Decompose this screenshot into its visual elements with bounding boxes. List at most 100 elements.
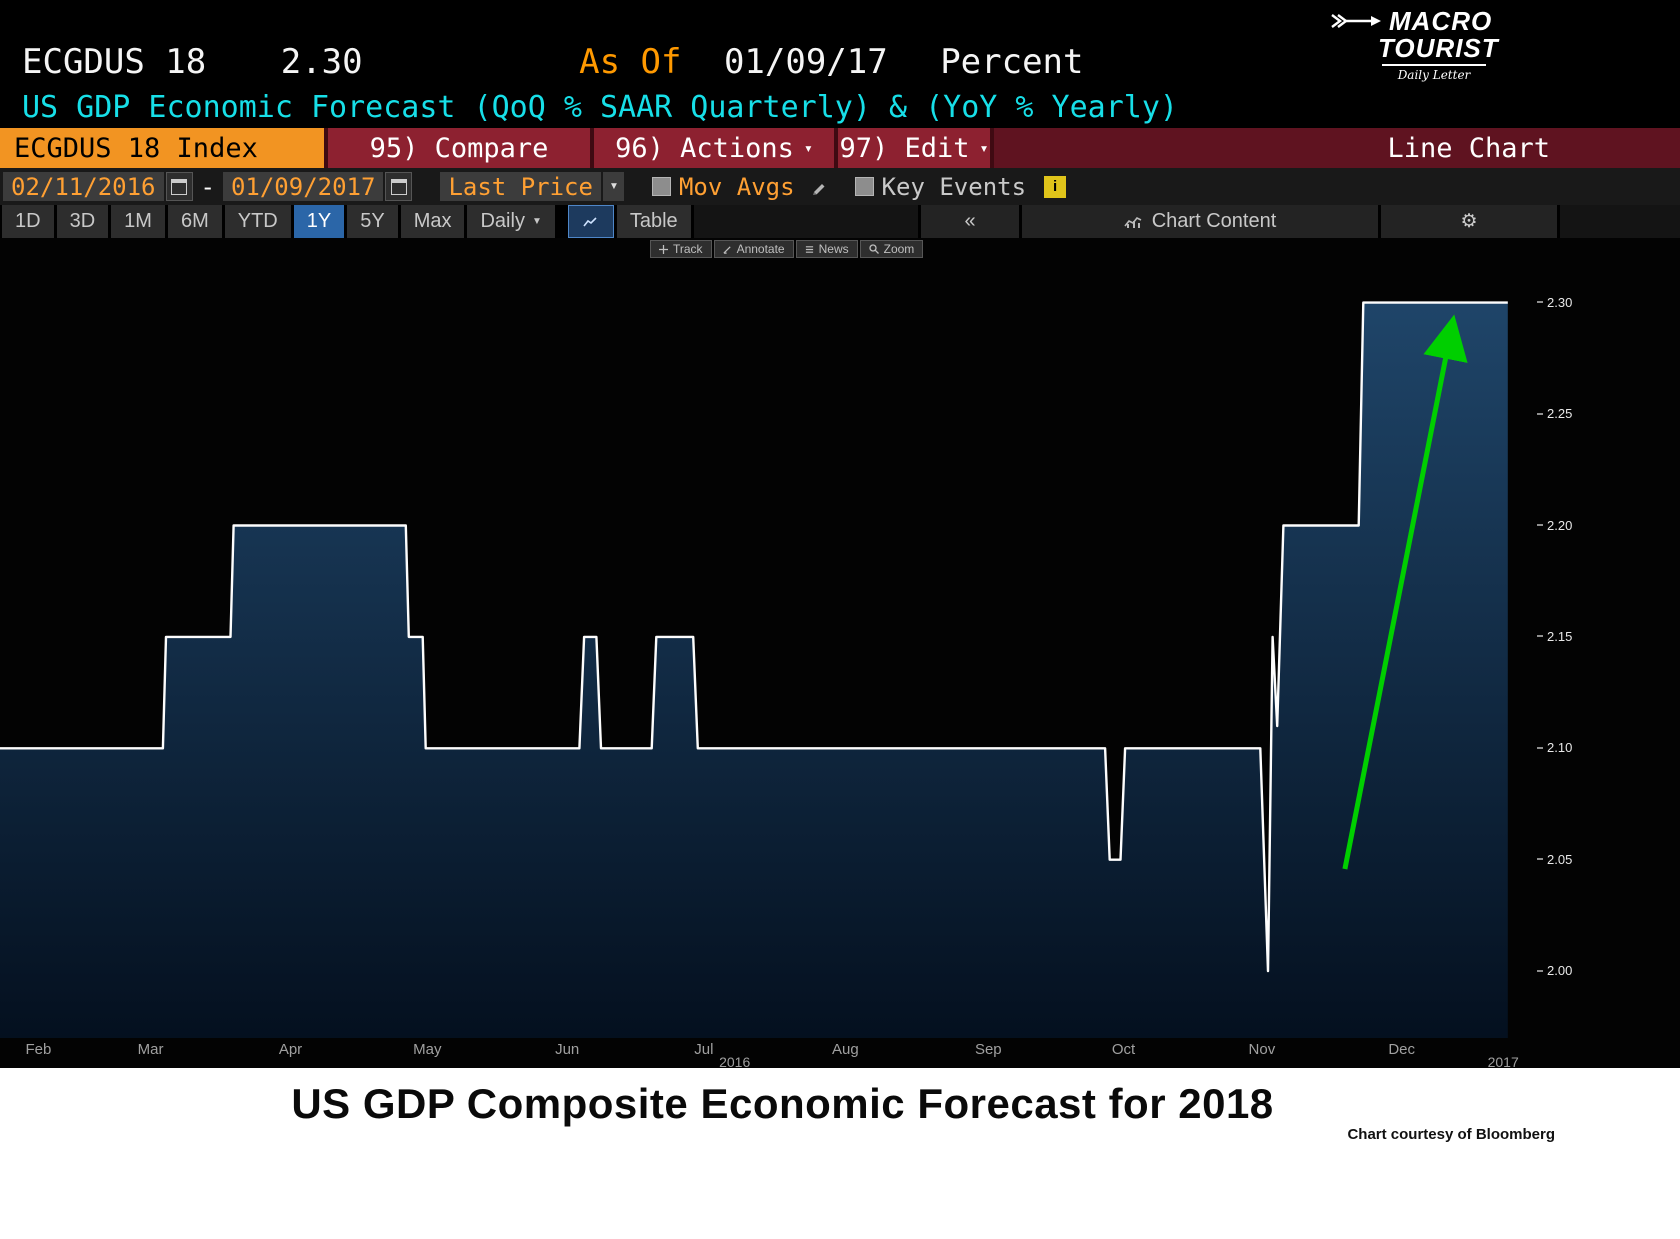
x-axis-month-label: Nov bbox=[1248, 1041, 1276, 1058]
chart-content-label: Chart Content bbox=[1151, 210, 1277, 232]
compare-button[interactable]: 95) Compare bbox=[324, 128, 590, 168]
mov-avgs-label: Mov Avgs bbox=[678, 172, 795, 201]
menu-bar: ECGDUS 18 Index 95) Compare 96) Actions … bbox=[0, 128, 1680, 168]
key-events-checkbox[interactable] bbox=[854, 177, 874, 196]
table-view-button[interactable]: Table bbox=[616, 205, 691, 238]
frequency-select[interactable]: Daily ▼ bbox=[467, 205, 555, 238]
tab-6m[interactable]: 6M bbox=[167, 205, 222, 238]
edit-label: 97) Edit bbox=[839, 132, 970, 164]
tick-mark-icon bbox=[1537, 635, 1543, 638]
chevron-down-icon: ▾ bbox=[979, 139, 989, 157]
chart-content-button[interactable]: Chart Content bbox=[1022, 205, 1378, 238]
as-of-date: 01/09/17 bbox=[723, 42, 888, 82]
chart-type-label: Line Chart bbox=[1387, 132, 1550, 164]
footer: US GDP Composite Economic Forecast for 2… bbox=[0, 1068, 1680, 1239]
x-axis-month-label: Apr bbox=[278, 1041, 303, 1058]
ticker-symbol: ECGDUS 18 bbox=[22, 42, 207, 82]
y-axis-label: 2.30 bbox=[1537, 295, 1572, 310]
edit-button[interactable]: 97) Edit ▾ bbox=[834, 128, 994, 168]
x-axis-month-label: Feb bbox=[25, 1041, 52, 1058]
chevron-down-icon: ▼ bbox=[531, 216, 542, 227]
period-bar-endfill bbox=[1560, 205, 1680, 238]
calendar-icon[interactable] bbox=[385, 172, 413, 201]
collapse-button[interactable]: « bbox=[921, 205, 1019, 238]
zoom-magnifier-icon bbox=[868, 244, 879, 254]
macro-tourist-logo: MACRO TOURIST Daily Letter bbox=[1330, 8, 1535, 82]
compare-label: 95) Compare bbox=[369, 132, 549, 164]
tick-mark-icon bbox=[1537, 412, 1543, 415]
title-row: ECGDUS 18 2.30 As Of 01/09/17 Percent bbox=[22, 42, 1083, 82]
area-fill bbox=[0, 302, 1508, 1038]
period-bar-spacer bbox=[693, 205, 918, 238]
calendar-icon[interactable] bbox=[165, 172, 193, 201]
y-axis: 2.30 2.25 2.20 2.15 2.10 2.05 2.00 bbox=[1537, 238, 1680, 1038]
x-axis-year-label: 2016 bbox=[719, 1054, 751, 1070]
tick-mark-icon bbox=[1537, 746, 1543, 749]
logo-name-line2: TOURIST bbox=[1378, 33, 1499, 63]
chevron-down-icon[interactable]: ▼ bbox=[600, 172, 624, 201]
track-crosshair-icon bbox=[659, 244, 668, 254]
track-button[interactable]: Track bbox=[650, 240, 712, 258]
x-axis-month-label: Mar bbox=[137, 1041, 164, 1058]
chart-mini-toolbar: Track Annotate News Zoom bbox=[650, 240, 924, 258]
info-icon[interactable]: i bbox=[1044, 175, 1067, 198]
key-events-label: Key Events bbox=[881, 172, 1027, 201]
actions-label: 96) Actions bbox=[615, 132, 794, 164]
line-chart-view-button[interactable] bbox=[567, 205, 614, 238]
x-axis-month-label: Jun bbox=[555, 1041, 580, 1058]
arrow-logo-icon bbox=[1331, 14, 1381, 28]
zoom-button[interactable]: Zoom bbox=[859, 240, 924, 258]
last-value: 2.30 bbox=[280, 42, 363, 82]
tab-1y[interactable]: 1Y bbox=[293, 205, 345, 238]
credit-text: Chart courtesy of Bloomberg bbox=[1347, 1126, 1555, 1143]
price-source-select[interactable]: Last Price bbox=[440, 172, 601, 201]
tab-3d[interactable]: 3D bbox=[56, 205, 109, 238]
tab-ytd[interactable]: YTD bbox=[224, 205, 291, 238]
chart-area[interactable]: 2.30 2.25 2.20 2.15 2.10 2.05 2.00 Track Annot… bbox=[0, 238, 1680, 1038]
frequency-label: Daily bbox=[480, 210, 525, 232]
annotate-pencil-icon bbox=[723, 245, 731, 254]
calendar-glyph bbox=[171, 178, 187, 195]
y-axis-label: 2.00 bbox=[1537, 963, 1572, 978]
track-label: Track bbox=[673, 242, 703, 256]
tab-max[interactable]: Max bbox=[400, 205, 465, 238]
date-range-separator: - bbox=[200, 172, 215, 201]
price-line bbox=[0, 301, 1508, 973]
unit-label: Percent bbox=[940, 42, 1084, 82]
settings-gear-button[interactable]: ⚙ bbox=[1381, 205, 1557, 238]
x-axis-month-label: Jul bbox=[694, 1041, 714, 1058]
y-axis-label: 2.20 bbox=[1537, 518, 1572, 533]
calendar-glyph bbox=[390, 178, 407, 195]
tab-1m[interactable]: 1M bbox=[111, 205, 165, 238]
price-plot bbox=[0, 301, 1508, 1038]
footer-title: US GDP Composite Economic Forecast for 2… bbox=[291, 1080, 1274, 1127]
news-button[interactable]: News bbox=[795, 240, 858, 258]
date-to-input[interactable]: 01/09/2017 bbox=[222, 172, 384, 201]
tab-1d[interactable]: 1D bbox=[2, 205, 54, 238]
x-axis-month-label: Dec bbox=[1388, 1041, 1416, 1058]
x-axis-month-label: Sep bbox=[974, 1041, 1002, 1058]
annotate-button[interactable]: Annotate bbox=[713, 240, 794, 258]
menu-bar-fill: Line Chart bbox=[994, 128, 1680, 168]
header: ECGDUS 18 2.30 As Of 01/09/17 Percent US… bbox=[0, 0, 1680, 128]
actions-button[interactable]: 96) Actions ▾ bbox=[590, 128, 834, 168]
security-button[interactable]: ECGDUS 18 Index bbox=[0, 128, 324, 168]
pencil-icon[interactable] bbox=[811, 179, 827, 195]
controls-bar: 02/11/2016 - 01/09/2017 Last Price ▼ Mov… bbox=[0, 168, 1680, 205]
date-from-input[interactable]: 02/11/2016 bbox=[3, 172, 164, 201]
y-axis-label: 2.15 bbox=[1537, 629, 1572, 644]
tab-5y[interactable]: 5Y bbox=[347, 205, 398, 238]
pencil-glyph bbox=[812, 183, 825, 195]
x-axis-year-label: 2017 bbox=[1487, 1054, 1519, 1070]
period-bar: 1D 3D 1M 6M YTD 1Y 5Y Max Daily ▼ Table … bbox=[0, 205, 1680, 238]
chart-content-icon bbox=[1124, 216, 1142, 228]
tick-mark-icon bbox=[1537, 524, 1543, 526]
x-axis: Feb Mar Apr May Jun Jul Aug Sep Oct Nov Dec 2016 201… bbox=[0, 1038, 1680, 1070]
mov-avgs-checkbox[interactable] bbox=[651, 177, 671, 196]
line-chart-icon bbox=[583, 216, 597, 226]
tick-mark-icon bbox=[1537, 969, 1543, 972]
y-axis-label: 2.05 bbox=[1537, 852, 1572, 867]
y-axis-label: 2.25 bbox=[1537, 406, 1572, 421]
annotation-arrow bbox=[1342, 314, 1468, 870]
annotate-label: Annotate bbox=[736, 242, 785, 256]
